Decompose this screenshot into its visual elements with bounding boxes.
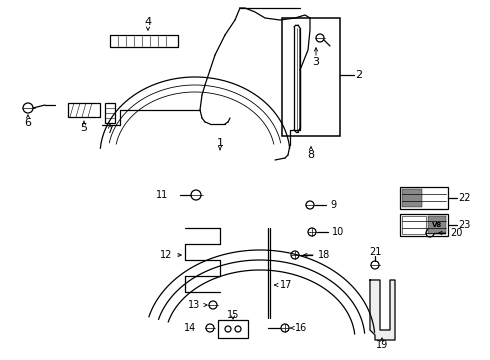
Text: 17: 17 xyxy=(280,280,293,290)
Bar xyxy=(402,189,422,207)
Text: 19: 19 xyxy=(376,340,388,350)
Text: 16: 16 xyxy=(295,323,307,333)
Text: V8: V8 xyxy=(432,222,442,228)
Bar xyxy=(402,216,426,234)
Text: 3: 3 xyxy=(313,57,319,67)
Text: 12: 12 xyxy=(160,250,172,260)
Text: 11: 11 xyxy=(156,190,168,200)
Bar xyxy=(68,103,100,117)
Bar xyxy=(110,35,178,47)
Text: 14: 14 xyxy=(184,323,196,333)
Bar xyxy=(218,320,248,338)
Text: 2: 2 xyxy=(355,70,362,80)
Text: 10: 10 xyxy=(332,227,344,237)
Bar xyxy=(400,187,448,209)
Text: 4: 4 xyxy=(145,17,151,27)
Bar xyxy=(400,214,448,236)
Text: 18: 18 xyxy=(318,250,330,260)
Polygon shape xyxy=(370,280,395,340)
Text: 21: 21 xyxy=(369,247,381,257)
Text: 20: 20 xyxy=(450,228,463,238)
Text: 9: 9 xyxy=(330,200,336,210)
Text: 22: 22 xyxy=(458,193,470,203)
Text: 6: 6 xyxy=(24,118,31,128)
Text: 15: 15 xyxy=(227,310,239,320)
Text: 23: 23 xyxy=(458,220,470,230)
Bar xyxy=(105,103,115,123)
Bar xyxy=(428,216,446,234)
Text: 13: 13 xyxy=(188,300,200,310)
Text: 1: 1 xyxy=(217,138,223,148)
Text: 7: 7 xyxy=(106,125,114,135)
Text: 8: 8 xyxy=(307,150,315,160)
Bar xyxy=(282,18,340,136)
Text: 5: 5 xyxy=(80,123,88,133)
